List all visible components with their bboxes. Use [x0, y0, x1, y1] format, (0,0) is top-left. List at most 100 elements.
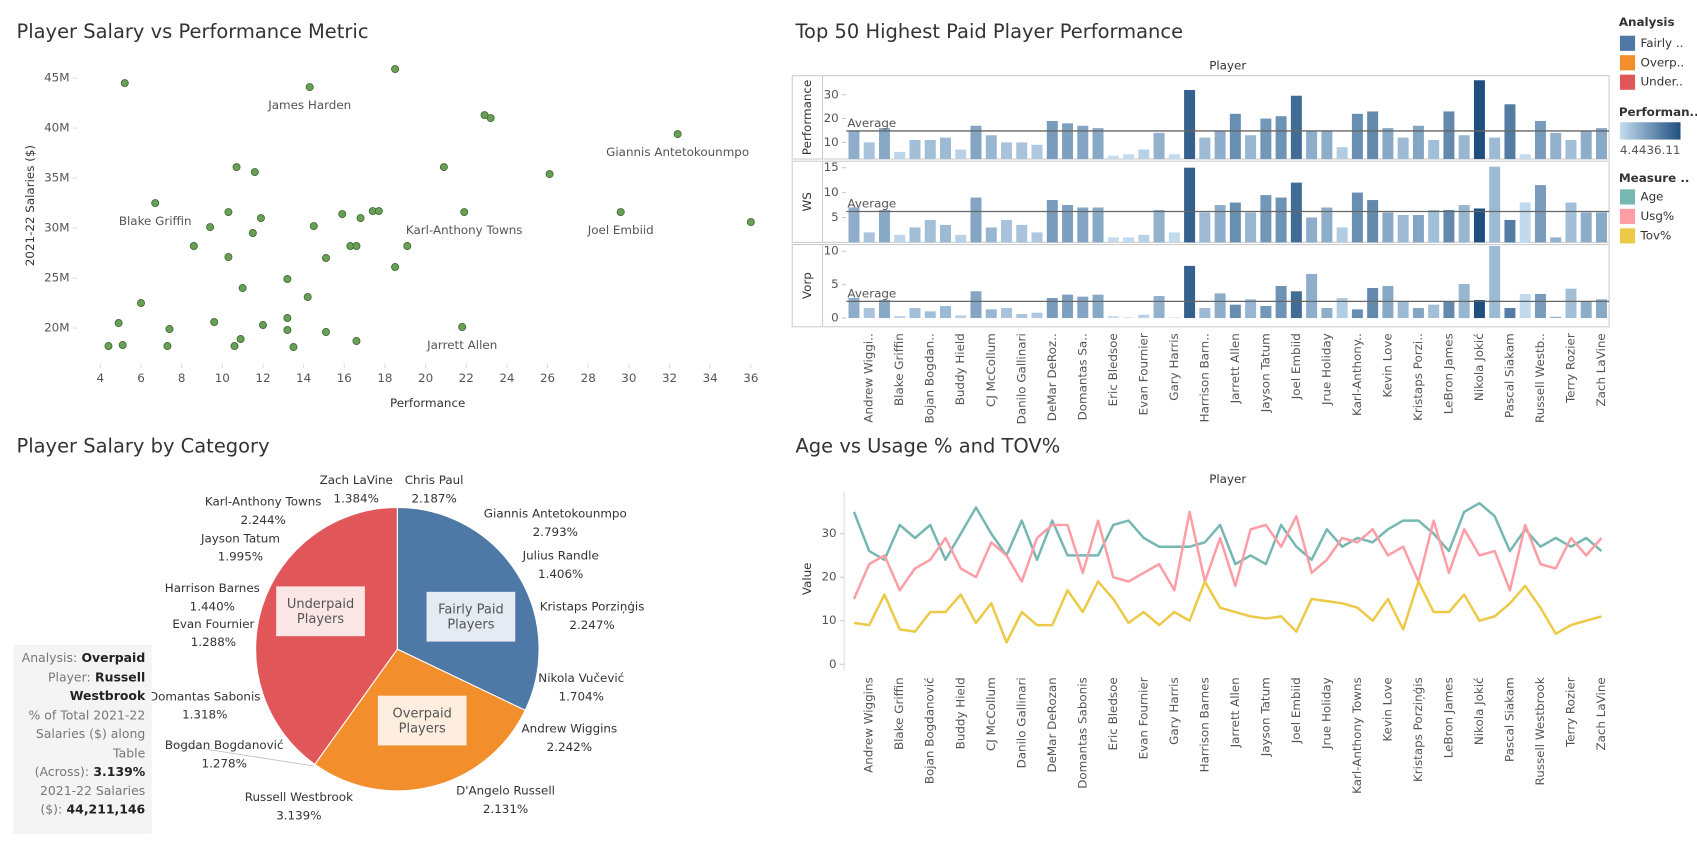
bar [1534, 120, 1546, 160]
x-tick-label: 16 [337, 371, 352, 385]
bar [1153, 209, 1165, 243]
x-tick-label: Kevin Love [1380, 333, 1394, 397]
tooltip-value: Russell Westbrook [69, 669, 146, 704]
point [321, 328, 330, 337]
average-label: Average [847, 286, 896, 300]
bar [1534, 293, 1546, 319]
x-tick-label: Gary Harris [1167, 333, 1181, 401]
point-label: James Harden [267, 98, 351, 112]
bar [1016, 314, 1028, 319]
bar [1184, 265, 1196, 319]
bar [1489, 137, 1501, 160]
point-label: Giannis Antetokounmpo [606, 145, 749, 159]
bar [1489, 166, 1501, 243]
bar [1306, 273, 1318, 319]
bar [1306, 217, 1318, 243]
bar [1351, 113, 1363, 160]
bar [1336, 227, 1348, 243]
bar [1428, 209, 1440, 243]
bar [1336, 298, 1348, 319]
legend-title: Analysis [1619, 15, 1675, 29]
y-tick-label: 10 [824, 135, 839, 149]
y-tick-label: 35M [44, 171, 69, 185]
annotation-name: Russell Westbrook [245, 790, 353, 804]
tooltip-row: % of Total 2021-22 Salaries ($) along Ta… [15, 706, 146, 782]
x-tick-label: Jarrett Allen [1228, 677, 1242, 748]
bar [863, 142, 875, 160]
tooltip-value: 3.139% [93, 763, 146, 780]
point [283, 326, 292, 335]
y-tick-label: 15 [824, 160, 839, 174]
annotation-value: 2.247% [569, 618, 614, 632]
bar [1062, 294, 1074, 319]
x-tick-label: Terry Rozier [1563, 677, 1577, 748]
panel-title: Performance [800, 80, 814, 155]
bar [1077, 296, 1089, 319]
x-tick-label: Russell Westb.. [1533, 333, 1547, 423]
x-tick-label: Blake Griffin [892, 333, 906, 406]
slice-label: Overpaid Players [393, 705, 452, 735]
bar [1565, 288, 1577, 319]
bar [1321, 308, 1333, 319]
bar [1214, 293, 1226, 319]
bar [1443, 302, 1455, 319]
point [114, 319, 123, 328]
point [283, 314, 292, 323]
bar [1046, 298, 1058, 319]
tooltip-value: 44,211,146 [66, 801, 146, 817]
y-tick-label: 20 [821, 570, 836, 584]
bar [1595, 299, 1607, 319]
bar [1275, 116, 1287, 160]
line [852, 501, 1603, 566]
bar [1489, 245, 1501, 319]
x-tick-label: Danilo Gallinari [1014, 333, 1028, 424]
bar [1107, 316, 1119, 319]
bar [1062, 123, 1074, 160]
point [250, 168, 259, 177]
bar [1107, 237, 1119, 243]
point [616, 208, 625, 217]
x-tick-label: CJ McCollum [984, 333, 998, 407]
x-tick-label: Andrew Wiggins [862, 677, 876, 773]
slice-label-box [426, 591, 516, 642]
bar [1092, 207, 1104, 243]
header: Player [1209, 472, 1246, 486]
annotation-value: 1.406% [538, 567, 583, 581]
bar [1458, 205, 1470, 243]
tooltip-label: Analysis: [21, 650, 78, 666]
slice-label: Underpaid Players [287, 596, 354, 626]
chart-title: Age vs Usage % and TOV% [795, 434, 1060, 457]
legend-title: Performan.. [1619, 105, 1697, 119]
bar [909, 308, 921, 319]
bar [1260, 118, 1272, 160]
legend-title: Measure .. [1619, 171, 1690, 185]
bar [848, 207, 860, 243]
legend-swatch [1619, 74, 1636, 90]
point [403, 242, 412, 251]
x-tick-label: 10 [215, 371, 230, 385]
average-label: Average [847, 196, 896, 210]
tooltip-label: 2021-22 Salaries ($): [39, 782, 146, 817]
point [258, 321, 267, 330]
bar [1199, 137, 1211, 160]
bar [1321, 207, 1333, 243]
bar [848, 130, 860, 160]
x-tick-label: LeBron James [1441, 333, 1455, 414]
x-tick-label: 12 [255, 371, 270, 385]
bar [1367, 111, 1379, 160]
point [210, 318, 219, 327]
annotation-name: Bogdan Bogdanović [165, 738, 284, 752]
x-tick-label: Jrue Holiday [1319, 333, 1333, 406]
x-tick-label: LeBron James [1441, 677, 1455, 758]
point [248, 229, 257, 238]
x-tick-label: Domantas Sabonis [1075, 677, 1089, 788]
bar [1184, 167, 1196, 243]
x-tick-label: Kristaps Porziņģis [1411, 677, 1425, 782]
annotation-name: Andrew Wiggins [522, 722, 618, 736]
bar [1260, 195, 1272, 243]
x-tick-label: Jayson Tatum [1258, 677, 1272, 757]
bar [1199, 212, 1211, 243]
point [305, 83, 314, 92]
x-tick-label: Zach LaVine [1594, 333, 1608, 406]
